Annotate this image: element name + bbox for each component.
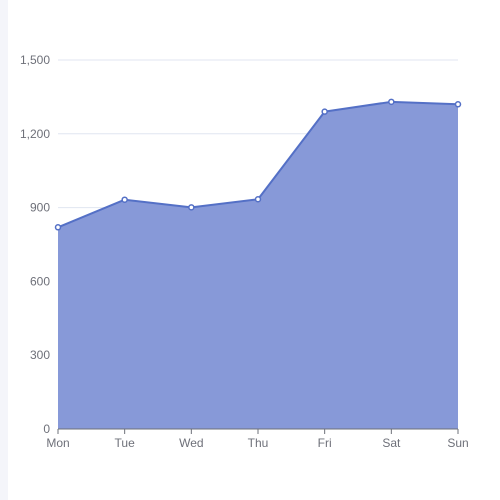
y-axis-labels: 0 300 600 900 1,200 1,500 bbox=[20, 53, 50, 436]
area-layer bbox=[57, 100, 459, 429]
x-tick-label: Thu bbox=[248, 436, 269, 450]
y-tick-label: 1,500 bbox=[20, 53, 50, 67]
series-area bbox=[58, 101, 458, 429]
data-point bbox=[321, 108, 328, 115]
data-point bbox=[188, 204, 195, 211]
x-tick-label: Tue bbox=[115, 436, 136, 450]
x-tick-label: Sun bbox=[447, 436, 468, 450]
x-axis bbox=[57, 428, 459, 434]
data-point bbox=[121, 196, 128, 203]
data-point bbox=[254, 195, 262, 203]
data-point bbox=[54, 224, 62, 231]
x-tick-label: Fri bbox=[318, 436, 332, 450]
x-tick-label: Sat bbox=[382, 436, 401, 450]
data-point bbox=[388, 98, 395, 106]
y-tick-label: 600 bbox=[30, 274, 50, 288]
data-points bbox=[54, 98, 462, 231]
x-tick-label: Mon bbox=[46, 436, 69, 450]
data-point bbox=[454, 101, 462, 108]
y-tick-label: 0 bbox=[43, 422, 50, 436]
y-tick-label: 1,200 bbox=[20, 127, 50, 141]
y-tick-label: 300 bbox=[30, 348, 50, 362]
x-axis-labels: Mon Tue Wed Thu Fri Sat Sun bbox=[46, 436, 468, 450]
x-tick-label: Wed bbox=[179, 436, 203, 450]
y-tick-label: 900 bbox=[30, 201, 50, 215]
